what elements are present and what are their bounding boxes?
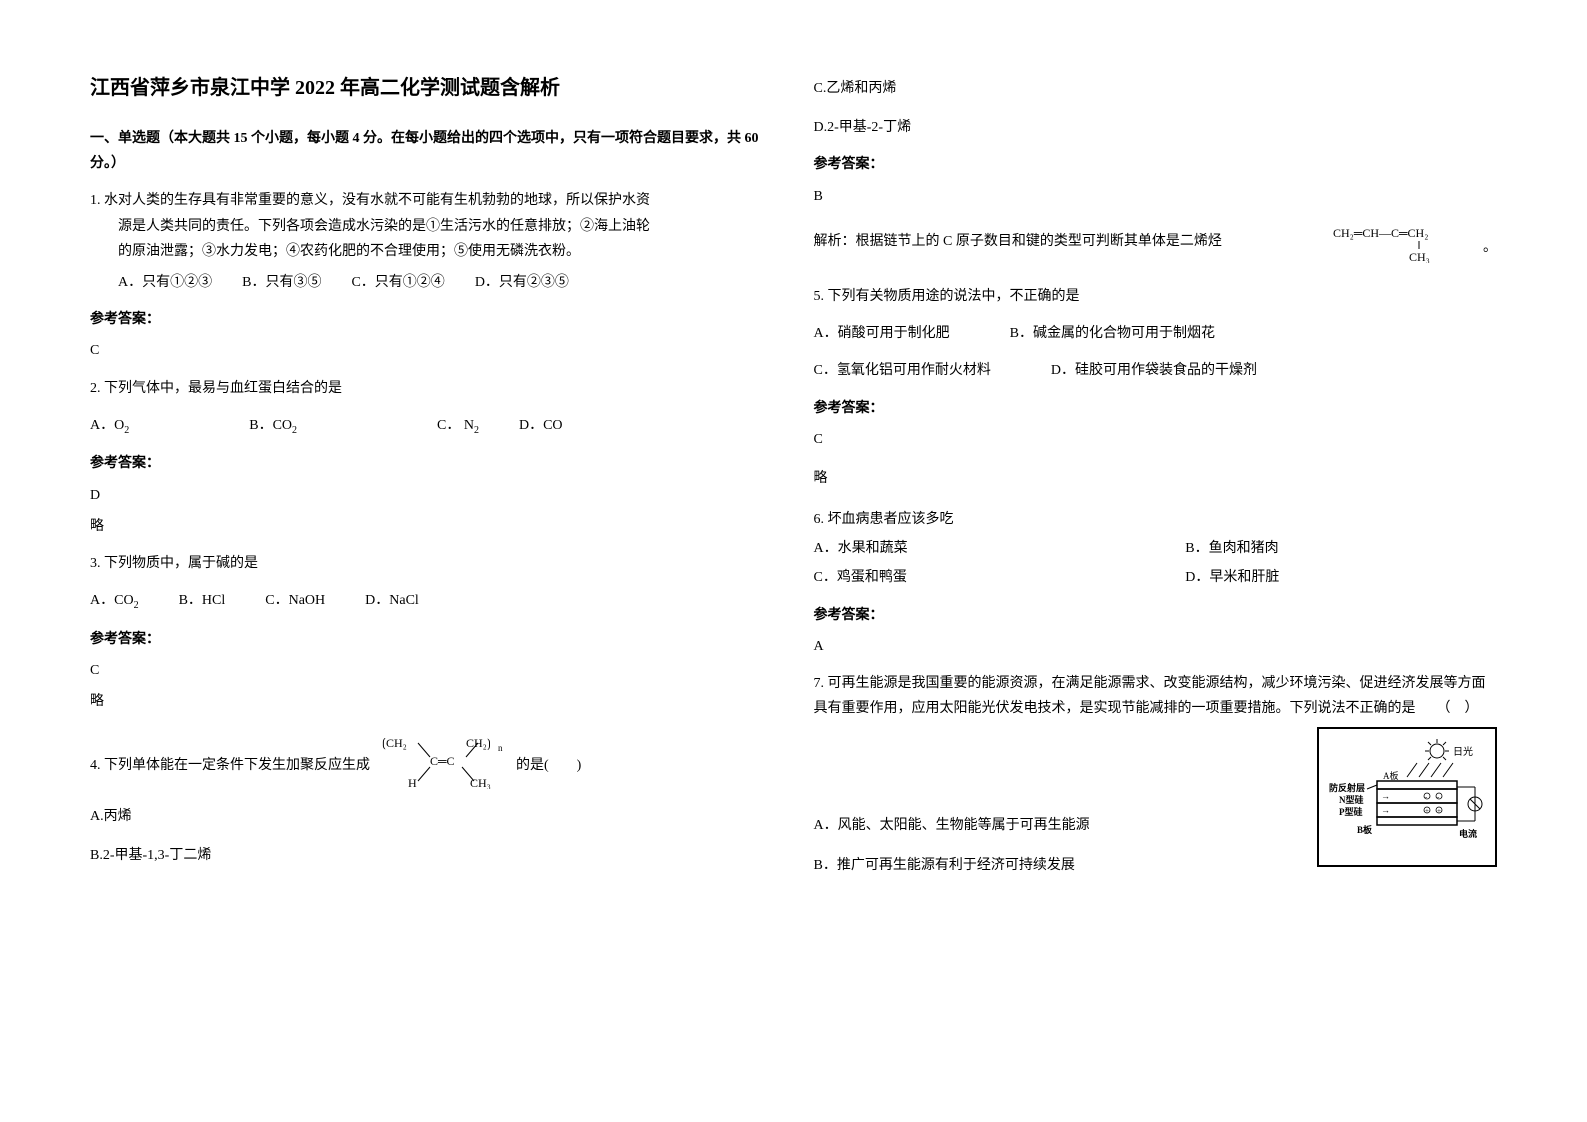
q2-explanation: 略 xyxy=(90,514,774,539)
left-column: 江西省萍乡市泉江中学 2022 年高二化学测试题含解析 一、单选题（本大题共 1… xyxy=(90,70,774,884)
chemical-structure-icon: CH₂═CH―C═CH₂ CH₃ xyxy=(1333,223,1483,272)
svg-text:-: - xyxy=(1425,793,1428,801)
question-2: 2. 下列气体中，最易与血红蛋白结合的是 xyxy=(90,376,774,401)
answer-label: 参考答案： xyxy=(90,307,774,332)
svg-text:防反射层: 防反射层 xyxy=(1329,782,1365,793)
q3-answer: C xyxy=(90,658,774,683)
svg-text:N型硅: N型硅 xyxy=(1339,794,1364,805)
section-header: 一、单选题（本大题共 15 个小题，每小题 4 分。在每小题给出的四个选项中，只… xyxy=(90,126,774,176)
svg-text:CH₃: CH₃ xyxy=(470,776,491,789)
q1-option-a: A．只有①②③ xyxy=(118,270,212,295)
svg-text:电流: 电流 xyxy=(1459,828,1477,839)
svg-text:+: + xyxy=(1425,807,1429,815)
q2-option-b: B．CO2 xyxy=(249,413,297,440)
q4-explanation-row: 解析：根据链节上的 C 原子数目和键的类型可判断其单体是二烯烃 CH₂═CH―C… xyxy=(814,223,1498,272)
q3-option-b: B．HCl xyxy=(179,588,226,615)
q6-answer: A xyxy=(814,634,1498,659)
svg-text:B板: B板 xyxy=(1357,824,1373,835)
q1-text-line3: 的原油泄露；③水力发电；④农药化肥的不合理使用；⑤使用无磷洗衣粉。 xyxy=(90,239,774,264)
q4-explanation: 解析：根据链节上的 C 原子数目和键的类型可判断其单体是二烯烃 xyxy=(814,229,1222,254)
answer-label: 参考答案： xyxy=(814,152,1498,177)
question-4: 4. 下列单体能在一定条件下发生加聚反应生成 ⟮CH₂ CH₂⟯ n C═C H… xyxy=(90,733,774,798)
solar-panel-diagram-icon: 日光 A板 防反射层 N型硅 → xyxy=(1317,727,1497,866)
q7-option-b: B．推广可再生能源有利于经济可持续发展 xyxy=(814,853,1298,878)
answer-label: 参考答案： xyxy=(90,451,774,476)
q7-options-col: A．风能、太阳能、生物能等属于可再生能源 B．推广可再生能源有利于经济可持续发展 xyxy=(814,727,1298,883)
q6-option-a: A．水果和蔬菜 xyxy=(814,536,1126,561)
q5-explanation: 略 xyxy=(814,466,1498,491)
svg-text:H: H xyxy=(408,776,417,789)
q5-answer: C xyxy=(814,427,1498,452)
svg-text:-: - xyxy=(1437,793,1440,801)
answer-label: 参考答案： xyxy=(814,396,1498,421)
svg-text:A板: A板 xyxy=(1383,770,1399,781)
q5-option-d: D．硅胶可用作袋装食品的干燥剂 xyxy=(1051,358,1257,383)
svg-text:CH₃: CH₃ xyxy=(1409,250,1430,263)
q6-option-b: B．鱼肉和猪肉 xyxy=(1185,536,1497,561)
q3-text: 3. 下列物质中，属于碱的是 xyxy=(90,551,774,576)
q1-text-line1: 1. 水对人类的生存具有非常重要的意义，没有水就不可能有生机勃勃的地球，所以保护… xyxy=(90,188,774,213)
q1-option-d: D．只有②③⑤ xyxy=(475,270,569,295)
svg-text:CH₂═CH―C═CH₂: CH₂═CH―C═CH₂ xyxy=(1333,226,1428,240)
q1-answer: C xyxy=(90,338,774,363)
q2-option-c: C． N2 xyxy=(437,413,479,440)
q7-text: 7. 可再生能源是我国重要的能源资源，在满足能源需求、改变能源结构，减少环境污染… xyxy=(814,671,1498,721)
question-5: 5. 下列有关物质用途的说法中，不正确的是 xyxy=(814,284,1498,309)
q3-option-a: A．CO2 xyxy=(90,588,139,615)
q5-text: 5. 下列有关物质用途的说法中，不正确的是 xyxy=(814,284,1498,309)
q5-option-b: B．碱金属的化合物可用于制烟花 xyxy=(1010,321,1215,346)
q4-option-a: A.丙烯 xyxy=(90,804,774,829)
q6-option-c: C．鸡蛋和鸭蛋 xyxy=(814,565,1126,590)
svg-text:日光: 日光 xyxy=(1453,745,1473,758)
polymer-structure-icon: ⟮CH₂ CH₂⟯ n C═C H CH₃ xyxy=(378,733,508,798)
q1-text-line2: 源是人类共同的责任。下列各项会造成水污染的是①生活污水的任意排放；②海上油轮 xyxy=(90,214,774,239)
svg-text:CH₂⟯: CH₂⟯ xyxy=(466,736,491,750)
q3-option-c: C．NaOH xyxy=(265,588,325,615)
q5-option-c: C．氢氧化铝可用作耐火材料 xyxy=(814,358,991,383)
q2-text: 2. 下列气体中，最易与血红蛋白结合的是 xyxy=(90,376,774,401)
question-1: 1. 水对人类的生存具有非常重要的意义，没有水就不可能有生机勃勃的地球，所以保护… xyxy=(90,188,774,295)
answer-label: 参考答案： xyxy=(814,603,1498,628)
q2-option-a: A．O2 xyxy=(90,413,129,440)
answer-label: 参考答案： xyxy=(90,627,774,652)
q2-option-d: D．CO xyxy=(519,413,563,440)
svg-text:⟮CH₂: ⟮CH₂ xyxy=(382,736,407,750)
q4-answer: B xyxy=(814,184,1498,209)
q7-option-a: A．风能、太阳能、生物能等属于可再生能源 xyxy=(814,813,1298,838)
q6-options: A．水果和蔬菜 B．鱼肉和猪肉 C．鸡蛋和鸭蛋 D．早米和肝脏 xyxy=(814,536,1498,590)
svg-text:→: → xyxy=(1381,791,1390,801)
question-3: 3. 下列物质中，属于碱的是 xyxy=(90,551,774,576)
svg-text:→: → xyxy=(1381,805,1390,815)
q1-options: A．只有①②③ B．只有③⑤ C．只有①②④ D．只有②③⑤ xyxy=(90,270,774,295)
page-title: 江西省萍乡市泉江中学 2022 年高二化学测试题含解析 xyxy=(90,70,774,106)
q7-row: A．风能、太阳能、生物能等属于可再生能源 B．推广可再生能源有利于经济可持续发展 xyxy=(814,727,1498,883)
q4-tail: 。 xyxy=(1483,235,1497,260)
q5-option-a: A．硝酸可用于制化肥 xyxy=(814,321,950,346)
question-6: 6. 坏血病患者应该多吃 A．水果和蔬菜 B．鱼肉和猪肉 C．鸡蛋和鸭蛋 D．早… xyxy=(814,507,1498,591)
svg-text:C═C: C═C xyxy=(430,754,455,768)
question-7: 7. 可再生能源是我国重要的能源资源，在满足能源需求、改变能源结构，减少环境污染… xyxy=(814,671,1498,721)
q4-text-before: 4. 下列单体能在一定条件下发生加聚反应生成 xyxy=(90,753,370,778)
q4-text-after: 的是( ) xyxy=(516,753,581,778)
svg-text:n: n xyxy=(498,743,503,753)
q3-options: A．CO2 B．HCl C．NaOH D．NaCl xyxy=(90,588,774,615)
q4-option-c: C.乙烯和丙烯 xyxy=(814,76,1498,101)
q4-option-b: B.2-甲基-1,3-丁二烯 xyxy=(90,843,774,868)
q6-option-d: D．早米和肝脏 xyxy=(1185,565,1497,590)
q6-text: 6. 坏血病患者应该多吃 xyxy=(814,507,1498,532)
q5-options-row2: C．氢氧化铝可用作耐火材料 D．硅胶可用作袋装食品的干燥剂 xyxy=(814,358,1498,383)
svg-text:+: + xyxy=(1437,807,1441,815)
q2-answer: D xyxy=(90,483,774,508)
q2-options: A．O2 B．CO2 C． N2 D．CO xyxy=(90,413,774,440)
q3-option-d: D．NaCl xyxy=(365,588,419,615)
q4-option-d: D.2-甲基-2-丁烯 xyxy=(814,115,1498,140)
q5-options-row1: A．硝酸可用于制化肥 B．碱金属的化合物可用于制烟花 xyxy=(814,321,1498,346)
svg-text:P型硅: P型硅 xyxy=(1339,806,1363,817)
q1-option-b: B．只有③⑤ xyxy=(242,270,321,295)
q3-explanation: 略 xyxy=(90,689,774,714)
q1-option-c: C．只有①②④ xyxy=(351,270,444,295)
right-column: C.乙烯和丙烯 D.2-甲基-2-丁烯 参考答案： B 解析：根据链节上的 C … xyxy=(814,70,1498,884)
